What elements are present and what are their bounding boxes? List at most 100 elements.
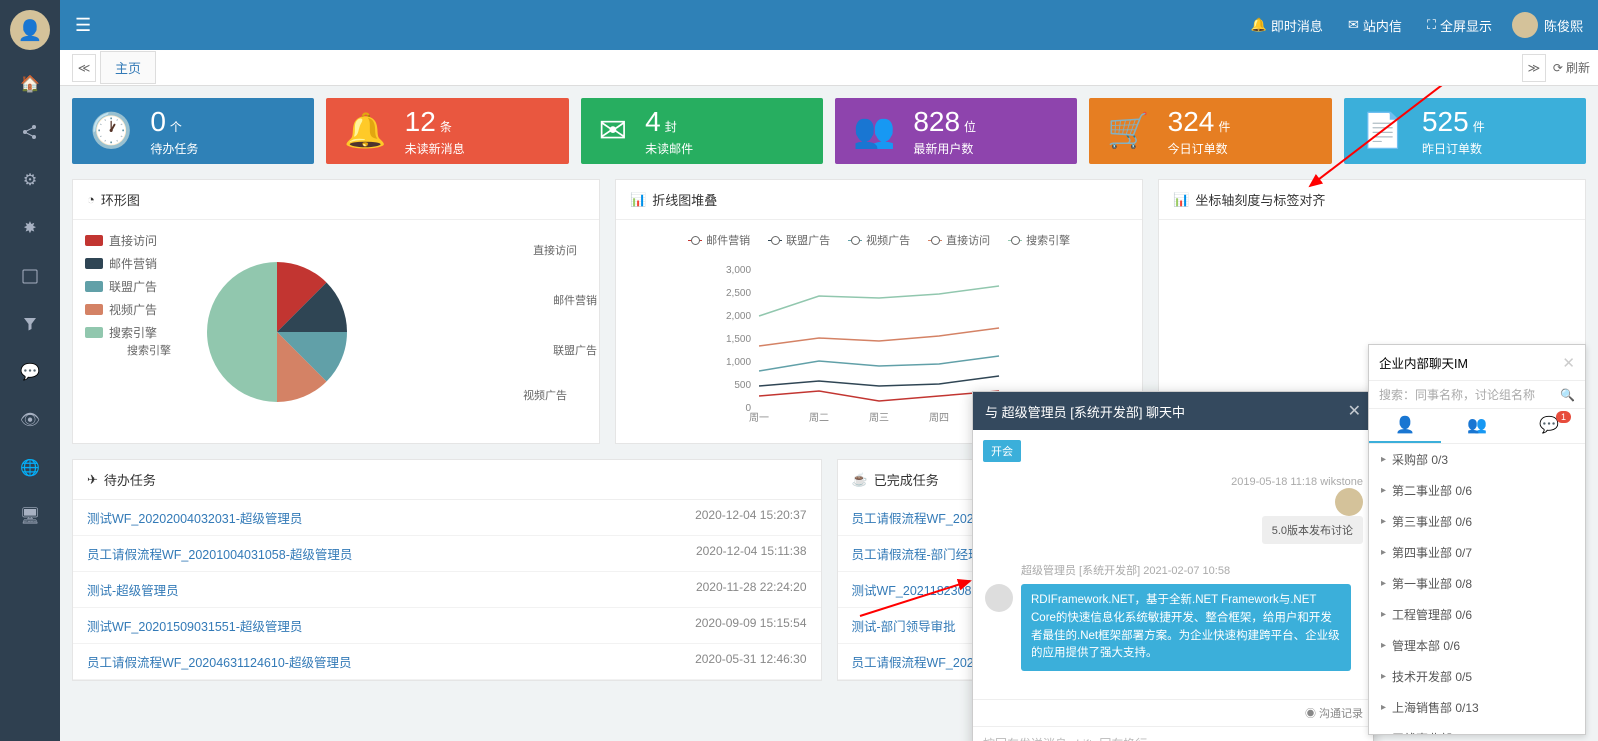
svg-text:3,000: 3,000 bbox=[726, 265, 751, 276]
chat-tag: 开会 bbox=[983, 440, 1021, 462]
sidebar-calendar-icon[interactable] bbox=[0, 252, 60, 300]
im-group-item[interactable]: 无线事业部 0/6 bbox=[1369, 723, 1585, 734]
sidebar-home-icon[interactable]: 🏠 bbox=[0, 60, 60, 108]
mail-icon: ✉ bbox=[599, 111, 628, 151]
cart-icon: 🛒 bbox=[1107, 111, 1149, 151]
svg-text:周四: 周四 bbox=[929, 412, 949, 424]
im-panel: 企业内部聊天IM✕ 搜索：同事名称，讨论组名称🔍 👤 👥 💬1 采购部 0/3第… bbox=[1368, 344, 1586, 735]
svg-text:周二: 周二 bbox=[809, 412, 829, 424]
line-chart-icon: 📊 bbox=[630, 192, 646, 208]
im-group-item[interactable]: 采购部 0/3 bbox=[1369, 444, 1585, 475]
svg-text:1,000: 1,000 bbox=[726, 357, 751, 368]
legend-item[interactable]: 直接访问 bbox=[85, 232, 157, 249]
doc-icon: 📄 bbox=[1362, 111, 1404, 151]
chat-input[interactable]: 按回车发送消息,shift+回车换行 bbox=[973, 726, 1373, 741]
stats-row: 🕐 0个 待办任务 🔔 12条 未读新消息 ✉ 4封 未读邮件 👥 828位 最… bbox=[72, 98, 1586, 164]
im-tab-group[interactable]: 👥 bbox=[1441, 409, 1513, 443]
clock-icon: 🕐 bbox=[90, 111, 132, 151]
pie-chart-icon: ◔ bbox=[87, 192, 95, 207]
task-link[interactable]: 测试-部门领导审批 bbox=[852, 616, 956, 635]
im-group-item[interactable]: 第四事业部 0/7 bbox=[1369, 537, 1585, 568]
legend-item[interactable]: 联盟广告 bbox=[768, 232, 830, 248]
legend-item[interactable]: 搜索引擎 bbox=[1008, 232, 1070, 248]
chat-avatar-icon bbox=[1335, 488, 1363, 516]
im-group-item[interactable]: 第三事业部 0/6 bbox=[1369, 506, 1585, 537]
im-group-item[interactable]: 工程管理部 0/6 bbox=[1369, 599, 1585, 630]
pie-chart bbox=[177, 232, 377, 422]
task-link[interactable]: 员工请假流程-部门经理 bbox=[852, 544, 981, 563]
refresh-button[interactable]: ≫ ⟳ 刷新 bbox=[1518, 54, 1590, 82]
sidebar-globe-icon[interactable]: 🌐 bbox=[0, 444, 60, 492]
chat-header[interactable]: 与 超级管理员 [系统开发部] 聊天中 ✕ bbox=[973, 392, 1373, 430]
svg-text:2,000: 2,000 bbox=[726, 311, 751, 322]
task-row: 测试-超级管理员2020-11-28 22:24:20 bbox=[73, 572, 821, 608]
task-link[interactable]: 员工请假流程WF_20204631124610-超级管理员 bbox=[87, 652, 351, 671]
pie-chart-panel: ◔ 环形图 直接访问邮件营销联盟广告视频广告搜索引擎 bbox=[72, 179, 600, 444]
im-group-item[interactable]: 第一事业部 0/8 bbox=[1369, 568, 1585, 599]
svg-text:周一: 周一 bbox=[749, 412, 769, 424]
topbar-fullscreen-link[interactable]: ⛶ 全屏显示 bbox=[1427, 16, 1492, 35]
task-row: 员工请假流程WF_20201004031058-超级管理员2020-12-04 … bbox=[73, 536, 821, 572]
legend-item[interactable]: 邮件营销 bbox=[85, 255, 157, 272]
task-link[interactable]: 测试-超级管理员 bbox=[87, 580, 179, 599]
task-row: 测试WF_20201509031551-超级管理员2020-09-09 15:1… bbox=[73, 608, 821, 644]
im-tab-user[interactable]: 👤 bbox=[1369, 409, 1441, 443]
topbar-im-link[interactable]: 🔔 即时消息 bbox=[1251, 16, 1323, 35]
chat-close-icon[interactable]: ✕ bbox=[1348, 401, 1361, 421]
bar-chart-icon: 📊 bbox=[1173, 192, 1189, 208]
task-link[interactable]: 员工请假流程WF_20201004031058-超级管理员 bbox=[87, 544, 352, 563]
tab-home[interactable]: 主页 bbox=[100, 51, 156, 84]
stat-card[interactable]: 🕐 0个 待办任务 bbox=[72, 98, 314, 164]
im-group-item[interactable]: 第二事业部 0/6 bbox=[1369, 475, 1585, 506]
topbar: ☰ 🔔 即时消息 ✉ 站内信 ⛶ 全屏显示 陈俊熙 bbox=[60, 0, 1598, 50]
bell-icon: 🔔 bbox=[344, 111, 386, 151]
svg-text:1,500: 1,500 bbox=[726, 334, 751, 345]
legend-item[interactable]: 搜索引擎 bbox=[85, 324, 157, 341]
send-icon: ✈ bbox=[87, 472, 98, 488]
line-legend: 邮件营销 联盟广告 视频广告 直接访问 搜索引擎 bbox=[628, 232, 1130, 248]
task-link[interactable]: 测试WF_20202004032031-超级管理员 bbox=[87, 508, 302, 527]
users-icon: 👥 bbox=[853, 111, 895, 151]
im-tab-msg[interactable]: 💬1 bbox=[1513, 409, 1585, 443]
sidebar-share-icon[interactable] bbox=[0, 108, 60, 156]
stat-card[interactable]: 🔔 12条 未读新消息 bbox=[326, 98, 568, 164]
left-sidebar: 👤 🏠 ⚙ ✸ 💬 👁 🌐 🖥 bbox=[0, 0, 60, 741]
task-row: 员工请假流程WF_20204631124610-超级管理员2020-05-31 … bbox=[73, 644, 821, 680]
im-group-item[interactable]: 上海销售部 0/13 bbox=[1369, 692, 1585, 723]
sidebar-gears-icon[interactable]: ⚙ bbox=[0, 156, 60, 204]
chat-log-button[interactable]: ◉ 沟通记录 bbox=[1305, 705, 1363, 721]
svg-text:2,500: 2,500 bbox=[726, 288, 751, 299]
im-group-item[interactable]: 管理本部 0/6 bbox=[1369, 630, 1585, 661]
menu-toggle-icon[interactable]: ☰ bbox=[75, 15, 91, 36]
sidebar-monitor-icon[interactable]: 🖥 bbox=[0, 492, 60, 540]
im-close-icon[interactable]: ✕ bbox=[1562, 354, 1575, 372]
im-search-input[interactable]: 搜索：同事名称，讨论组名称🔍 bbox=[1369, 381, 1585, 409]
im-group-item[interactable]: 技术开发部 0/5 bbox=[1369, 661, 1585, 692]
chat-avatar-icon bbox=[985, 584, 1013, 612]
coffee-icon: ☕ bbox=[852, 472, 868, 488]
tab-scroll-left-icon[interactable]: ≪ bbox=[72, 54, 96, 82]
stat-card[interactable]: 📄 525件 昨日订单数 bbox=[1344, 98, 1586, 164]
stat-card[interactable]: 👥 828位 最新用户数 bbox=[835, 98, 1077, 164]
pending-tasks-panel: ✈ 待办任务 测试WF_20202004032031-超级管理员2020-12-… bbox=[72, 459, 822, 681]
legend-item[interactable]: 邮件营销 bbox=[688, 232, 750, 248]
tabs-bar: ≪ 主页 ≫ ⟳ 刷新 bbox=[60, 50, 1598, 86]
legend-item[interactable]: 直接访问 bbox=[928, 232, 990, 248]
stat-card[interactable]: ✉ 4封 未读邮件 bbox=[581, 98, 823, 164]
topbar-inbox-link[interactable]: ✉ 站内信 bbox=[1348, 16, 1402, 35]
legend-item[interactable]: 视频广告 bbox=[848, 232, 910, 248]
task-link[interactable]: 测试WF_20201509031551-超级管理员 bbox=[87, 616, 302, 635]
topbar-username[interactable]: 陈俊熙 bbox=[1544, 16, 1583, 35]
sidebar-avatar[interactable]: 👤 bbox=[10, 10, 50, 50]
pie-legend: 直接访问邮件营销联盟广告视频广告搜索引擎 bbox=[85, 232, 157, 427]
svg-text:500: 500 bbox=[734, 380, 751, 391]
sidebar-wechat-icon[interactable]: 💬 bbox=[0, 348, 60, 396]
sidebar-star-icon[interactable]: ✸ bbox=[0, 204, 60, 252]
legend-item[interactable]: 视频广告 bbox=[85, 301, 157, 318]
task-row: 测试WF_20202004032031-超级管理员2020-12-04 15:2… bbox=[73, 500, 821, 536]
stat-card[interactable]: 🛒 324件 今日订单数 bbox=[1089, 98, 1331, 164]
sidebar-filter-icon[interactable] bbox=[0, 300, 60, 348]
legend-item[interactable]: 联盟广告 bbox=[85, 278, 157, 295]
sidebar-eye-icon[interactable]: 👁 bbox=[0, 396, 60, 444]
topbar-avatar[interactable] bbox=[1512, 12, 1538, 38]
